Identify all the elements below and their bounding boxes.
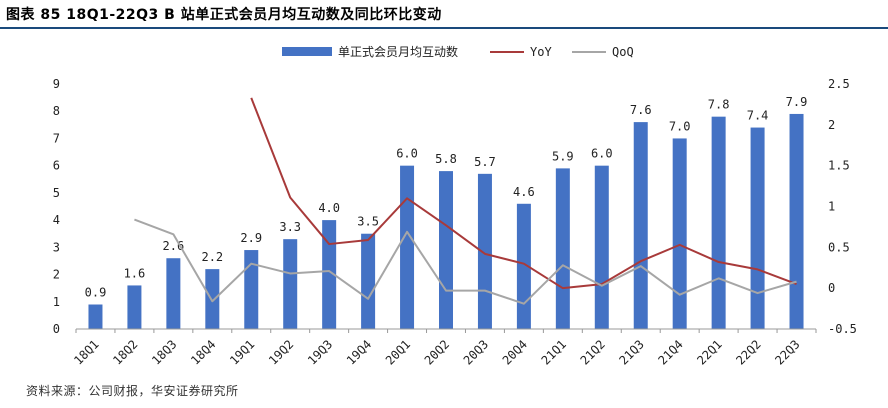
bar <box>400 165 415 329</box>
x-tick-label: 22Q2 <box>733 337 763 367</box>
x-tick-label: 19Q1 <box>227 337 257 367</box>
bar-value-label: 3.3 <box>279 220 301 234</box>
bar-value-label: 7.4 <box>747 109 769 123</box>
bar <box>322 220 337 329</box>
bar-value-label: 1.6 <box>124 266 146 280</box>
chart-title: 图表 85 18Q1-22Q3 B 站单正式会员月均互动数及同比环比变动 <box>6 7 442 23</box>
bar <box>244 250 259 329</box>
x-tick-label: 18Q1 <box>71 337 101 367</box>
y-left-tick-label: 1 <box>53 295 60 309</box>
x-tick-label: 18Q4 <box>188 337 218 367</box>
x-tick-label: 20Q1 <box>383 337 413 367</box>
x-tick-label: 19Q3 <box>305 337 335 367</box>
bar <box>439 171 453 329</box>
y-left-tick-label: 4 <box>53 213 60 227</box>
bar-value-label: 4.0 <box>318 201 340 215</box>
bar-value-label: 2.9 <box>240 231 262 245</box>
line-qoq <box>134 218 797 305</box>
bar <box>283 239 298 329</box>
x-tick-label: 20Q4 <box>500 337 530 367</box>
y-left-tick-label: 0 <box>53 322 60 336</box>
source-note: 资料来源：公司财报，华安证券研究所 <box>26 384 239 398</box>
line-series <box>134 97 797 305</box>
x-tick-label: 18Q2 <box>110 337 140 367</box>
bar-value-label: 4.6 <box>513 185 535 199</box>
x-tick-label: 19Q4 <box>344 337 374 367</box>
x-tick-label: 20Q2 <box>422 337 452 367</box>
bar <box>750 127 765 329</box>
bar <box>166 258 181 329</box>
x-tick-label: 21Q1 <box>539 337 569 367</box>
x-tick-label: 21Q4 <box>655 337 685 367</box>
y-right-tick-label: -0.5 <box>828 322 857 336</box>
bar-value-label: 5.9 <box>552 149 574 163</box>
y-left-tick-label: 3 <box>53 240 60 254</box>
bar <box>672 138 687 329</box>
bar <box>205 269 220 329</box>
bar-value-label: 7.6 <box>630 103 652 117</box>
bar-value-label: 6.0 <box>591 147 613 161</box>
legend-label: YoY <box>530 45 552 59</box>
bar-value-label: 2.2 <box>201 250 223 264</box>
bar <box>594 165 609 329</box>
y-left-tick-label: 8 <box>53 104 60 118</box>
y-right-tick-label: 1 <box>828 200 835 214</box>
bar <box>361 233 376 329</box>
bar-value-label: 6.0 <box>396 147 418 161</box>
bar-value-label: 7.0 <box>669 119 691 133</box>
legend-label: QoQ <box>612 45 634 59</box>
bar <box>711 116 726 330</box>
line-yoy <box>250 97 797 290</box>
bar <box>516 203 531 329</box>
x-tick-label: 18Q3 <box>149 337 179 367</box>
bar <box>127 285 142 329</box>
y-right-tick-label: 1.5 <box>828 159 850 173</box>
bar-value-label: 0.9 <box>85 286 107 300</box>
y-left-tick-label: 6 <box>53 159 60 173</box>
title-underline <box>0 27 888 29</box>
bar-value-label: 5.7 <box>474 155 496 169</box>
x-tick-label: 19Q2 <box>266 337 296 367</box>
bar <box>789 113 804 329</box>
y-left-tick-label: 2 <box>53 268 60 282</box>
y-right-tick-label: 2 <box>828 118 835 132</box>
combo-chart: 单正式会员月均互动数 YoY QoQ 0.91.62.62.22.93.34.03.… <box>53 44 857 368</box>
y-left-tick-label: 5 <box>53 186 60 200</box>
bar <box>555 168 570 329</box>
x-tick-label: 21Q3 <box>617 337 647 367</box>
bar-value-label: 7.9 <box>786 95 808 109</box>
x-tick-label: 20Q3 <box>461 337 491 367</box>
bar-value-label: 3.5 <box>357 215 379 229</box>
bar-value-label: 5.8 <box>435 152 457 166</box>
legend-label: 单正式会员月均互动数 <box>338 44 458 59</box>
bar-series: 0.91.62.62.22.93.34.03.56.0 5.8 5.74.65.9 6… <box>85 95 808 330</box>
bar <box>88 304 103 329</box>
legend-swatch-bar <box>282 47 332 56</box>
y-right-tick-label: 0 <box>828 281 835 295</box>
x-tick-label: 22Q3 <box>772 337 802 367</box>
y-right-tick-label: 0.5 <box>828 240 850 254</box>
x-tick-label: 22Q1 <box>694 337 724 367</box>
y-left-tick-label: 7 <box>53 131 60 145</box>
bar <box>633 122 648 329</box>
legend: 单正式会员月均互动数 YoY QoQ <box>282 44 634 59</box>
y-left-tick-label: 9 <box>53 77 60 91</box>
bar-value-label: 7.8 <box>708 98 730 112</box>
y-right-tick-label: 2.5 <box>828 77 850 91</box>
x-tick-label: 21Q2 <box>578 337 608 367</box>
